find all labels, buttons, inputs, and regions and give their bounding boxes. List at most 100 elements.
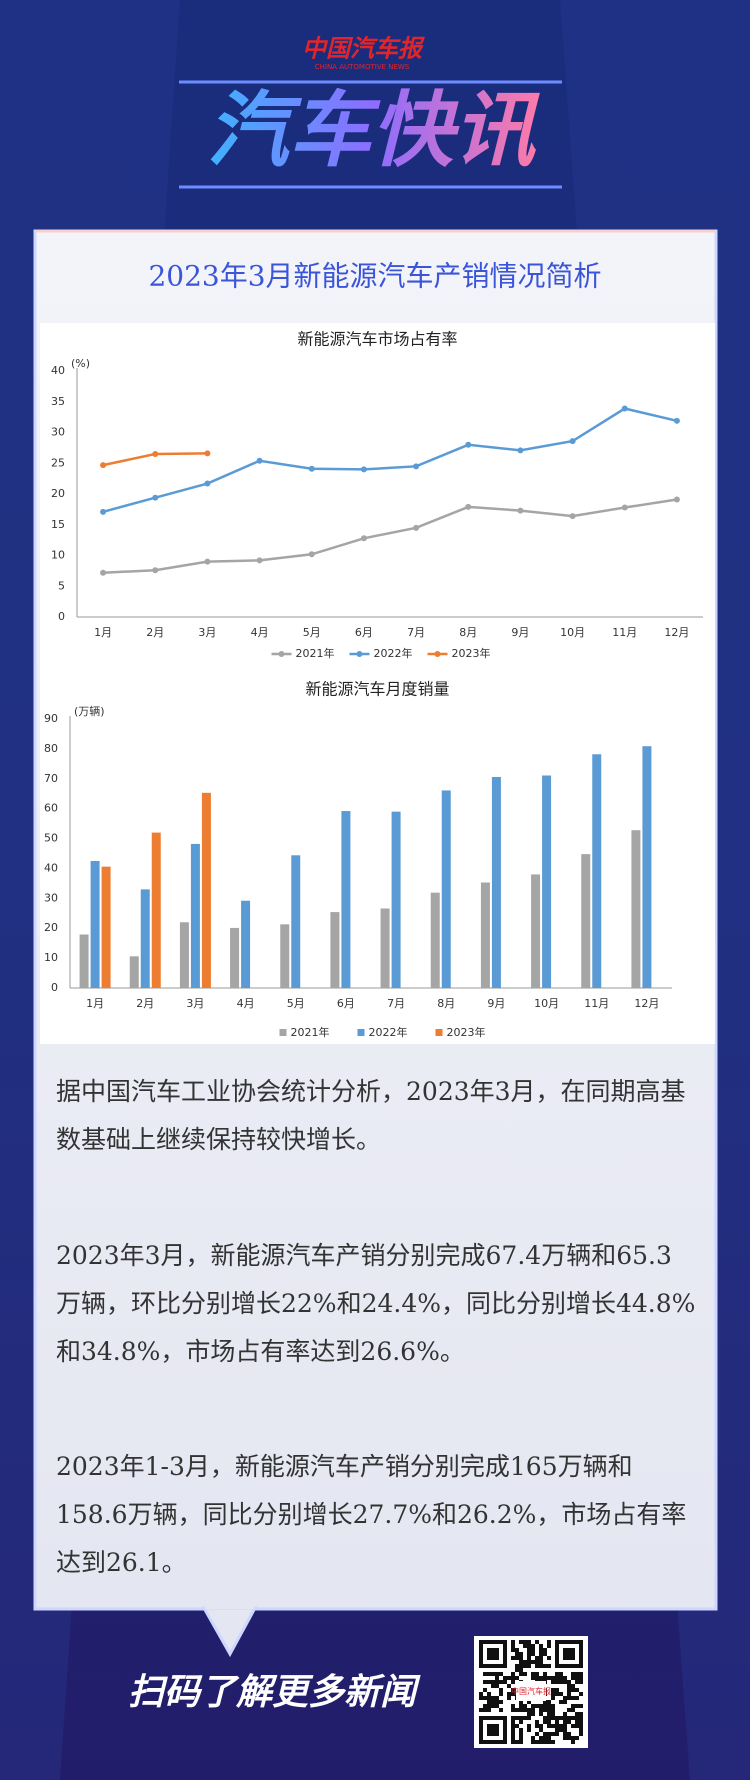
point xyxy=(465,441,472,448)
legend-label: 2021年 xyxy=(296,646,335,660)
qr-cell xyxy=(495,1704,499,1708)
qr-cell xyxy=(511,1740,515,1744)
y-tick-label: 90 xyxy=(44,712,58,725)
qr-cell xyxy=(535,1640,539,1644)
qr-cell xyxy=(547,1740,551,1744)
qr-finder xyxy=(487,1648,499,1660)
qr-cell xyxy=(547,1664,551,1668)
qr-cell xyxy=(499,1680,503,1684)
qr-cell xyxy=(511,1676,515,1680)
qr-cell xyxy=(543,1648,547,1652)
x-tick-label: 11月 xyxy=(584,997,609,1010)
y-tick-label: 35 xyxy=(51,395,65,408)
legend-label: 2022年 xyxy=(369,1025,408,1039)
bar xyxy=(441,790,451,988)
bar xyxy=(642,746,652,988)
point xyxy=(152,494,159,501)
x-tick-label: 7月 xyxy=(407,626,425,639)
bar xyxy=(280,924,290,988)
qr-cell xyxy=(515,1648,519,1652)
qr-cell xyxy=(483,1688,487,1692)
qr-cell xyxy=(523,1644,527,1648)
qr-cell xyxy=(579,1728,583,1732)
qr-cell xyxy=(519,1652,523,1656)
y-tick-label: 25 xyxy=(51,456,65,469)
qr-cell xyxy=(515,1656,519,1660)
qr-cell xyxy=(535,1704,539,1708)
y-tick-label: 30 xyxy=(44,891,58,904)
y-tick-label: 40 xyxy=(51,364,65,377)
qr-cell xyxy=(527,1712,531,1716)
point xyxy=(152,451,159,458)
qr-cell xyxy=(519,1716,523,1720)
qr-cell xyxy=(567,1720,571,1724)
qr-cell xyxy=(551,1676,555,1680)
qr-cell xyxy=(507,1696,511,1700)
qr-cell xyxy=(527,1656,531,1660)
qr-cell xyxy=(571,1716,575,1720)
qr-cell xyxy=(571,1688,575,1692)
y-tick-label: 10 xyxy=(44,951,58,964)
qr-cell xyxy=(563,1732,567,1736)
qr-cell xyxy=(563,1728,567,1732)
qr-cell xyxy=(519,1656,523,1660)
qr-cell xyxy=(495,1672,499,1676)
qr-cell xyxy=(571,1724,575,1728)
qr-cell xyxy=(511,1704,515,1708)
x-tick-label: 1月 xyxy=(86,997,104,1010)
qr-cell xyxy=(571,1676,575,1680)
qr-cell xyxy=(575,1672,579,1676)
qr-cell xyxy=(563,1724,567,1728)
qr-cell xyxy=(535,1672,539,1676)
qr-cell xyxy=(499,1700,503,1704)
qr-cell xyxy=(571,1684,575,1688)
point xyxy=(308,551,315,558)
bar xyxy=(380,908,390,988)
x-tick-label: 7月 xyxy=(387,997,405,1010)
qr-cell xyxy=(547,1704,551,1708)
qr-cell xyxy=(523,1672,527,1676)
qr-cell xyxy=(527,1724,531,1728)
point xyxy=(673,417,680,424)
qr-cell xyxy=(551,1688,555,1692)
qr-cell xyxy=(575,1716,579,1720)
qr-cell xyxy=(511,1732,515,1736)
point xyxy=(569,513,576,520)
qr-cell xyxy=(575,1736,579,1740)
qr-cell xyxy=(539,1656,543,1660)
qr-cell xyxy=(575,1720,579,1724)
qr-cell xyxy=(535,1724,539,1728)
footer-cta: 扫码了解更多新闻 xyxy=(128,1672,421,1713)
qr-cell xyxy=(563,1736,567,1740)
qr-cell xyxy=(575,1704,579,1708)
banner-title: 汽车快讯 xyxy=(207,83,540,178)
qr-code: 中国汽车报 xyxy=(474,1636,588,1748)
bar xyxy=(140,889,150,988)
qr-cell xyxy=(499,1692,503,1696)
qr-cell xyxy=(571,1740,575,1744)
qr-cell xyxy=(543,1704,547,1708)
qr-cell xyxy=(567,1732,571,1736)
y-axis-label: (%) xyxy=(71,357,90,370)
bar xyxy=(79,934,89,988)
qr-cell xyxy=(507,1692,511,1696)
qr-cell xyxy=(487,1696,491,1700)
qr-cell xyxy=(547,1656,551,1660)
qr-cell xyxy=(539,1728,543,1732)
qr-cell xyxy=(515,1652,519,1656)
qr-cell xyxy=(555,1676,559,1680)
qr-cell xyxy=(539,1664,543,1668)
panel-title: 2023年3月新能源汽车产销情况简析 xyxy=(148,260,601,293)
paragraph: 据中国汽车工业协会统计分析，2023年3月，在同期高基数基础上继续保持较快增长。 xyxy=(56,1077,686,1154)
qr-cell xyxy=(499,1672,503,1676)
qr-cell xyxy=(547,1644,551,1648)
chart-title: 新能源汽车月度销量 xyxy=(305,680,449,699)
qr-cell xyxy=(563,1700,567,1704)
y-tick-label: 0 xyxy=(51,981,58,994)
qr-cell xyxy=(527,1644,531,1648)
point xyxy=(621,504,628,511)
qr-cell xyxy=(507,1684,511,1688)
x-tick-label: 1月 xyxy=(94,626,112,639)
qr-cell xyxy=(559,1692,563,1696)
qr-cell xyxy=(519,1700,523,1704)
